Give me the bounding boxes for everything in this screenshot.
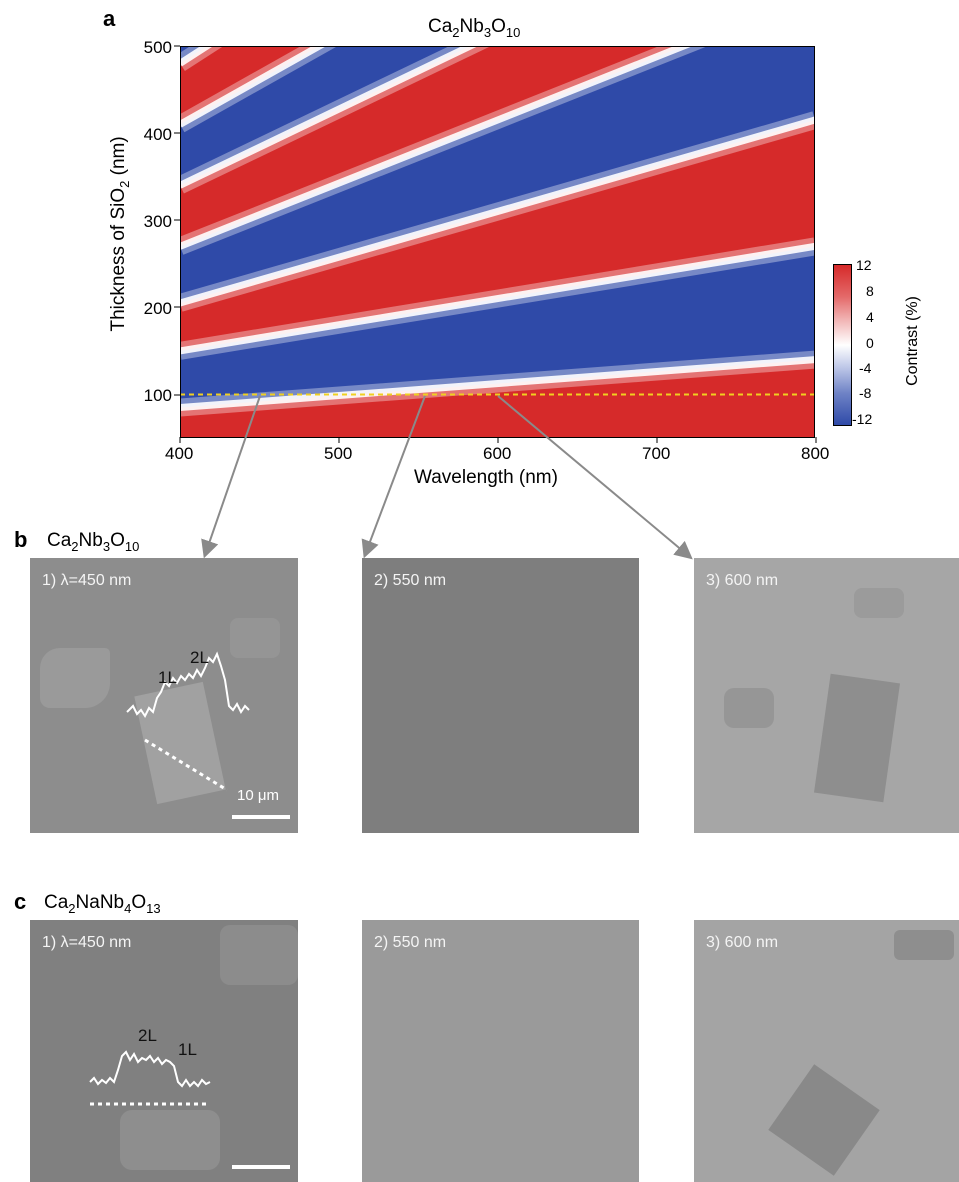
flake-region xyxy=(724,688,774,728)
panel-c-letter: c xyxy=(14,889,27,914)
profile-label-2l: 2L xyxy=(190,648,209,667)
micrograph-b3: 3) 600 nm xyxy=(694,558,959,833)
x-tick-700: 700 xyxy=(642,444,671,463)
scalebar-label: 10 μm xyxy=(237,787,279,804)
zero-contrast-line xyxy=(180,46,327,128)
flake-region xyxy=(854,588,904,618)
zero-contrast-line xyxy=(180,116,815,307)
panel-b-letter: b xyxy=(14,527,28,552)
image-label: 2) 550 nm xyxy=(374,934,447,951)
contrast-band xyxy=(180,46,815,303)
image-label: 3) 600 nm xyxy=(706,572,779,589)
cbar-tick-m8: -8 xyxy=(859,385,872,401)
micrograph-c3: 3) 600 nm xyxy=(694,920,959,1182)
x-tick-800: 800 xyxy=(801,444,830,463)
colorbar xyxy=(833,264,852,426)
zero-contrast-line xyxy=(180,242,815,355)
y-tick-300: 300 xyxy=(143,212,172,231)
y-axis-title: Thickness of SiO2 (nm) xyxy=(108,136,132,332)
micrograph-c1: 1) λ=450 nm 2L 1L xyxy=(30,920,298,1182)
image-label: 1) λ=450 nm xyxy=(42,934,132,951)
x-axis-title: Wavelength (nm) xyxy=(414,467,558,488)
scalebar xyxy=(232,1165,290,1169)
micrograph-c2: 2) 550 nm xyxy=(362,920,639,1182)
zero-contrast-line xyxy=(180,46,694,250)
flake-region xyxy=(768,1064,880,1176)
profile-label-2l: 2L xyxy=(138,1026,157,1045)
panel-c-formula: Ca2NaNb4O13 xyxy=(44,892,161,916)
y-axis-ticks: 500 400 300 200 100 xyxy=(130,36,180,456)
y-tick-400: 400 xyxy=(143,125,172,144)
flake-region xyxy=(120,1110,220,1170)
flake-region xyxy=(230,618,280,658)
micrograph-b1: 1) λ=450 nm 1L 2L 10 μm xyxy=(30,558,298,833)
contrast-band xyxy=(180,246,815,408)
x-tick-500: 500 xyxy=(324,444,353,463)
flake-region xyxy=(894,930,954,960)
contrast-heatmap xyxy=(180,46,815,438)
micrograph-b2: 2) 550 nm xyxy=(362,558,639,833)
panel-b-formula: Ca2Nb3O10 xyxy=(47,530,140,554)
profile-label-1l: 1L xyxy=(178,1040,197,1059)
cbar-tick-4: 4 xyxy=(866,309,874,325)
y-tick-500: 500 xyxy=(143,38,172,57)
image-label: 1) λ=450 nm xyxy=(42,572,132,589)
cbar-tick-m12: -12 xyxy=(852,411,873,427)
contrast-band xyxy=(180,120,815,351)
x-tick-400: 400 xyxy=(165,444,194,463)
flake-region xyxy=(220,925,298,985)
colorbar-label: Contrast (%) xyxy=(904,296,921,386)
zero-contrast-line xyxy=(180,356,815,412)
line-profile xyxy=(89,1050,211,1106)
flake-region xyxy=(40,648,110,708)
cbar-tick-8: 8 xyxy=(866,283,874,299)
flake-region xyxy=(813,673,901,803)
panel-a-title: Ca2Nb3O10 xyxy=(428,16,521,40)
panel-a-letter: a xyxy=(103,6,116,31)
x-tick-600: 600 xyxy=(483,444,512,463)
line-profile xyxy=(126,651,250,792)
y-tick-100: 100 xyxy=(143,386,172,405)
image-label: 3) 600 nm xyxy=(706,934,779,951)
cbar-tick-0: 0 xyxy=(866,335,874,351)
profile-label-1l: 1L xyxy=(158,668,177,687)
image-label: 2) 550 nm xyxy=(374,572,447,589)
y-axis-tickmarks xyxy=(174,45,180,396)
cbar-tick-12: 12 xyxy=(856,257,872,273)
y-tick-200: 200 xyxy=(143,299,172,318)
zero-contrast-line xyxy=(180,46,479,189)
cbar-tick-m4: -4 xyxy=(859,360,872,376)
scalebar xyxy=(232,815,290,819)
